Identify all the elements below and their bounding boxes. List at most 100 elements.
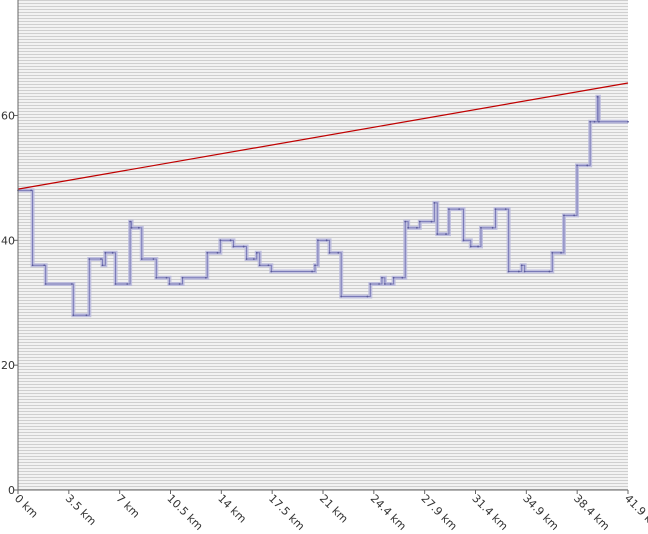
elevation-point <box>369 283 372 285</box>
axes-layer <box>14 0 629 494</box>
elevation-point <box>232 245 235 248</box>
elevation-point <box>589 120 592 123</box>
elevation-point <box>328 251 331 254</box>
x-tick-label: 3.5 km <box>63 492 99 528</box>
elevation-point <box>178 283 181 285</box>
elevation-point <box>507 270 510 273</box>
y-tick-label: 60 <box>1 109 15 122</box>
x-tick-label: 27.9 km <box>419 492 460 533</box>
elevation-point <box>458 208 461 211</box>
elevation-point <box>469 245 472 248</box>
x-tick-label: 21 km <box>317 492 351 526</box>
elevation-point <box>206 251 209 254</box>
elevation-point <box>392 276 395 279</box>
elevation-point <box>252 258 255 260</box>
elevation-point <box>30 189 33 192</box>
elevation-point <box>270 270 273 273</box>
elevation-point <box>448 208 450 211</box>
elevation-point <box>245 258 248 260</box>
elevation-point <box>418 220 421 223</box>
elevation-point <box>140 258 143 260</box>
elevation-point <box>129 220 132 223</box>
elevation-point <box>31 264 34 267</box>
elevation-point <box>216 251 219 254</box>
elevation-point <box>126 283 129 285</box>
elevation-point <box>436 233 439 235</box>
elevation-point <box>165 276 168 279</box>
elevation-point <box>258 264 261 267</box>
x-tick-label: 41.9 km <box>622 492 648 533</box>
elevation-point <box>267 264 270 267</box>
elevation-point <box>494 208 497 211</box>
elevation-point <box>480 226 482 229</box>
x-tick-label: 0 km <box>12 492 41 521</box>
elevation-point <box>573 214 576 217</box>
elevation-point <box>477 245 479 248</box>
elevation-point <box>337 251 340 254</box>
elevation-point <box>104 251 107 254</box>
elevation-point <box>242 245 245 248</box>
elevation-point <box>404 220 407 223</box>
elevation-point <box>100 258 102 260</box>
x-tick-label: 10.5 km <box>164 492 205 533</box>
elevation-point <box>111 251 114 254</box>
elevation-point <box>43 264 46 267</box>
elevation-point <box>137 226 140 229</box>
x-tick-label: 17.5 km <box>266 492 307 533</box>
elevation-point <box>317 239 319 242</box>
elevation-point <box>44 283 47 285</box>
elevation-point <box>445 233 447 235</box>
elevation-point <box>586 164 589 167</box>
elevation-point <box>70 283 73 285</box>
series-layer <box>17 82 629 318</box>
elevation-point <box>366 295 369 298</box>
elevation-point <box>433 201 436 204</box>
elevation-point <box>72 314 75 317</box>
elevation-point <box>85 314 88 317</box>
elevation-point <box>88 258 91 260</box>
elevation-point <box>593 120 596 123</box>
elevation-point <box>130 226 133 229</box>
x-tick-label: 24.4 km <box>368 492 409 533</box>
elevation-point <box>389 283 392 285</box>
y-tick-label: 0 <box>8 484 15 497</box>
elevation-point <box>597 120 600 123</box>
elevation-point <box>152 258 155 260</box>
elevation-point <box>560 251 562 254</box>
elevation-point <box>340 295 343 298</box>
elevation-point <box>576 164 578 167</box>
elevation-point <box>378 283 380 285</box>
elevation-point <box>520 264 523 267</box>
elevation-point <box>229 239 232 242</box>
x-tick-label: 34.9 km <box>520 492 561 533</box>
elevation-point <box>491 226 494 229</box>
elevation-point <box>596 95 599 98</box>
elevation-point <box>416 226 418 229</box>
elevation-point <box>407 226 410 229</box>
elevation-point <box>523 270 526 273</box>
elevation-point <box>155 276 158 279</box>
y-tick-label: 20 <box>1 359 15 372</box>
elevation-point <box>101 264 104 267</box>
x-tick-label: 38.4 km <box>571 492 612 533</box>
elevation-point <box>114 283 117 285</box>
elevation-point <box>325 239 328 242</box>
elevation-point <box>430 220 433 223</box>
x-tick-label: 7 km <box>114 492 143 521</box>
elevation-point <box>204 276 207 279</box>
trend-line <box>17 82 629 190</box>
x-tick-label: 31.4 km <box>469 492 510 533</box>
elevation-point <box>219 239 222 242</box>
elevation-point <box>563 214 565 217</box>
elevation-point <box>381 276 383 279</box>
elevation-point <box>548 270 551 273</box>
x-tick-label: 14 km <box>215 492 249 526</box>
elevation-point <box>401 276 404 279</box>
elevation-point <box>627 120 629 123</box>
elevation-point <box>551 251 554 254</box>
elevation-point <box>383 283 386 285</box>
elevation-point <box>314 264 316 267</box>
elevation-point <box>517 270 520 273</box>
elevation-point <box>255 251 258 254</box>
